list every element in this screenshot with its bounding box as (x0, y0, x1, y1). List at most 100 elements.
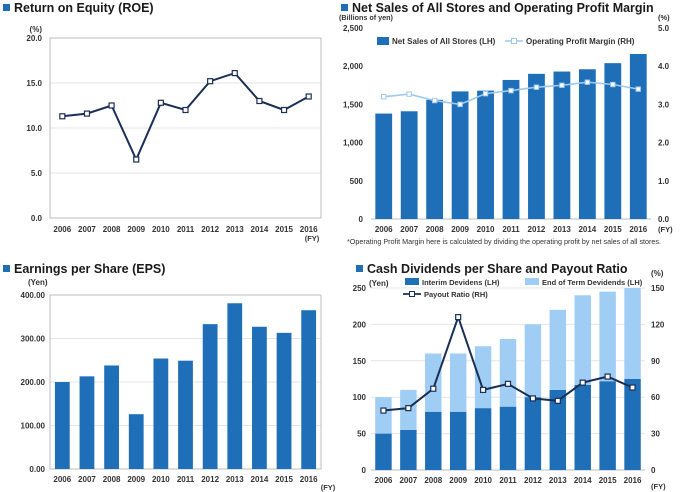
eps-chart-title: Earnings per Share (EPS) (3, 262, 165, 276)
roe-point (133, 156, 140, 163)
roe-point (305, 93, 312, 100)
payout-ratio-point (479, 386, 487, 394)
end-of-term-dividend-bar (425, 353, 442, 412)
x-tick-label: 2012 (201, 475, 219, 484)
payout-ratio-point (554, 397, 561, 404)
x-tick-label: 2007 (400, 225, 418, 234)
eps-bar (178, 360, 193, 469)
y-tick-label: 50 (357, 430, 366, 439)
x-tick-label: 2007 (78, 225, 96, 234)
sales-bar (477, 90, 494, 219)
interim-dividend-bar (449, 411, 467, 470)
x-tick-label: 2009 (127, 225, 145, 234)
x-tick-label: 2011 (177, 225, 195, 234)
x-tick-label: 2015 (599, 476, 617, 485)
y2-tick-label: 5.0 (658, 24, 670, 33)
x-tick-label: 2008 (103, 225, 121, 234)
legend-swatch-payout-marker (409, 291, 415, 297)
eps-bar (276, 332, 292, 469)
x-tick-label: 2009 (449, 476, 467, 485)
roe-point (59, 113, 66, 120)
x-tick-label: 2007 (399, 476, 417, 485)
x-tick-label: 2008 (103, 475, 121, 484)
x-tick-label: 2008 (426, 225, 444, 234)
x-tick-label: 2010 (152, 225, 170, 234)
x-tick-label: 2006 (53, 225, 71, 234)
eps-bar (128, 414, 144, 469)
title-bullet-icon (3, 4, 10, 11)
margin-point (482, 91, 489, 97)
roe-point (182, 106, 189, 114)
x-tick-label: 2012 (524, 476, 542, 485)
interim-dividend-bar (400, 429, 417, 470)
x-tick-label: 2013 (226, 475, 244, 484)
margin-point (559, 82, 565, 88)
interim-dividend-bar (425, 411, 442, 470)
eps-bar (227, 303, 243, 469)
y-tick-label: 0.00 (29, 465, 45, 474)
sales-bar (400, 111, 418, 219)
title-bullet-icon (3, 265, 10, 272)
roe-chart-title: Return on Equity (ROE) (3, 1, 154, 15)
sales-chart-title: Net Sales of All Stores and Operating Pr… (341, 1, 654, 15)
eps-bar (79, 376, 95, 469)
y-tick-label: 200.00 (21, 378, 46, 387)
title-bullet-icon (356, 265, 363, 272)
margin-point (533, 84, 540, 90)
x-tick-label: 2011 (177, 475, 195, 484)
sales-bar (528, 73, 545, 219)
end-of-term-dividend-bar (524, 324, 542, 398)
roe-point (83, 110, 91, 117)
legend-label-margin: Operating Profit Margin (RH) (526, 37, 635, 46)
interim-dividend-bar (549, 389, 567, 470)
margin-point (381, 94, 387, 100)
y2-tick-label: 1.0 (658, 177, 670, 186)
roe-line (62, 71, 310, 162)
end-of-term-dividend-bar (449, 353, 467, 412)
y-tick-label: 15.0 (26, 79, 42, 88)
y-tick-label: 5.0 (31, 169, 43, 178)
x-tick-label: 2015 (275, 225, 293, 234)
x-tick-label: 2009 (451, 225, 469, 234)
payout-ratio-point (455, 314, 462, 321)
x-tick-label: 2013 (549, 476, 567, 485)
margin-point (635, 86, 641, 92)
payout-ratio-point (604, 373, 611, 380)
interim-dividend-bar (524, 397, 542, 470)
end-of-term-dividend-bar (375, 397, 392, 434)
x-tick-label: 2015 (604, 225, 622, 234)
margin-point (610, 81, 616, 88)
roe-point (108, 102, 115, 109)
div-right-unit: (%) (651, 269, 664, 278)
x-tick-label: 2016 (300, 225, 318, 234)
x-tick-label: 2013 (226, 225, 244, 234)
margin-point (431, 97, 438, 104)
end-of-term-dividend-bar (474, 346, 492, 409)
end-of-term-dividend-bar (499, 338, 517, 407)
x-tick-label: 2014 (251, 475, 269, 484)
x-tick-label: 2010 (474, 476, 492, 485)
y-tick-label: 10.0 (26, 124, 42, 133)
sales-bar (604, 63, 622, 220)
x-tick-label: 2007 (78, 475, 96, 484)
margin-point (508, 87, 514, 94)
y-tick-label: 2,500 (343, 24, 364, 33)
payout-ratio-point (529, 395, 537, 402)
x-tick-label: 2006 (53, 475, 71, 484)
legend-label-payout: Payout Ratio (RH) (424, 290, 488, 299)
y2-tick-label: 30 (651, 430, 660, 439)
interim-dividend-bar (574, 384, 591, 470)
payout-ratio-point (579, 379, 586, 386)
y-tick-label: 100.00 (21, 422, 46, 431)
eps-bar (54, 382, 70, 469)
payout-ratio-point (380, 407, 387, 414)
y-tick-label: 150 (353, 357, 367, 366)
roe-point (280, 106, 288, 114)
end-of-term-dividend-bar (549, 309, 567, 390)
sales-chart-footnote: *Operating Profit Margin here is calcula… (347, 237, 662, 246)
x-tick-label: 2006 (375, 476, 393, 485)
end-of-term-dividend-bar (624, 288, 641, 379)
margin-point (457, 101, 463, 108)
payout-ratio-point (405, 405, 412, 412)
y-tick-label: 2,000 (343, 62, 364, 71)
